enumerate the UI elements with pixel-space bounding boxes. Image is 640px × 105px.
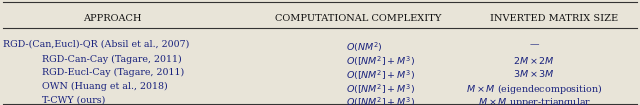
- Text: $O([NM^2]+M^3)$: $O([NM^2]+M^3)$: [346, 82, 415, 96]
- Text: —: —: [530, 40, 539, 49]
- Text: $O([NM^2]+M^3)$: $O([NM^2]+M^3)$: [346, 96, 415, 105]
- Text: INVERTED MATRIX SIZE: INVERTED MATRIX SIZE: [490, 14, 618, 23]
- Text: $O([NM^2]+M^3)$: $O([NM^2]+M^3)$: [346, 68, 415, 82]
- Text: RGD-Can-Cay (Tagare, 2011): RGD-Can-Cay (Tagare, 2011): [42, 55, 181, 64]
- Text: $O(NM^2)$: $O(NM^2)$: [346, 40, 382, 54]
- Text: COMPUTATIONAL COMPLEXITY: COMPUTATIONAL COMPLEXITY: [275, 14, 442, 23]
- Text: $O([NM^2]+M^3)$: $O([NM^2]+M^3)$: [346, 55, 415, 68]
- Text: $M \times M$ (eigendecomposition): $M \times M$ (eigendecomposition): [466, 82, 603, 96]
- Text: APPROACH: APPROACH: [83, 14, 141, 23]
- Text: $3M \times 3M$: $3M \times 3M$: [513, 68, 556, 79]
- Text: $2M \times 2M$: $2M \times 2M$: [513, 55, 556, 66]
- Text: T-CWY (ours): T-CWY (ours): [42, 96, 105, 105]
- Text: RGD-(Can,Eucl)-QR (Absil et al., 2007): RGD-(Can,Eucl)-QR (Absil et al., 2007): [3, 40, 189, 49]
- Text: $M \times M$ upper-triangular: $M \times M$ upper-triangular: [477, 96, 591, 105]
- Text: RGD-Eucl-Cay (Tagare, 2011): RGD-Eucl-Cay (Tagare, 2011): [42, 68, 184, 77]
- Text: OWN (Huang et al., 2018): OWN (Huang et al., 2018): [42, 82, 167, 91]
